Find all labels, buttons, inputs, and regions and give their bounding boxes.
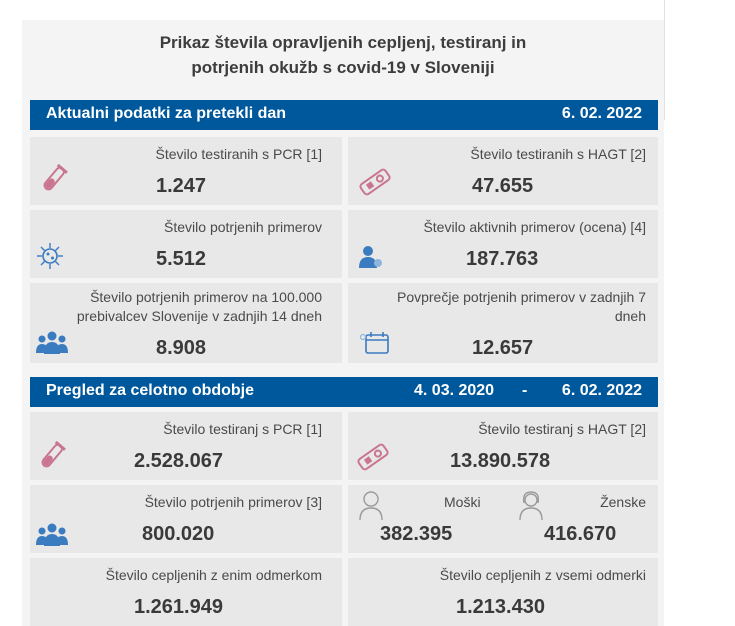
section-header-daily: Aktualni podatki za pretekli dan 6. 02. … xyxy=(30,100,658,130)
card-value: 5.512 xyxy=(156,248,207,270)
section-header-overall: Pregled za celotno obdobje 4. 03. 2020 -… xyxy=(30,377,658,407)
card-per100k-daily: Število potrjenih primerov na 100.000 pr… xyxy=(30,283,342,363)
card-label: Število aktivnih primerov (ocena) [4] xyxy=(423,219,646,235)
card-label-line2: prebivalcev Slovenije v zadnjih 14 dneh xyxy=(76,308,322,324)
card-label: Število potrjenih primerov [3] xyxy=(144,494,322,510)
section-date-from: 4. 03. 2020 xyxy=(414,382,495,399)
section-title: Aktualni podatki za pretekli dan xyxy=(46,105,287,122)
card-gender-total: Moški 382.395 Ženske 416.670 xyxy=(348,485,658,553)
male-label: Moški xyxy=(444,494,481,510)
female-icon xyxy=(519,491,543,521)
card-value: 8.908 xyxy=(156,337,207,359)
card-avg7-daily: Povprečje potrjenih primerov v zadnjih 7… xyxy=(348,283,658,363)
card-value: 47.655 xyxy=(472,175,534,197)
test-tube-icon xyxy=(43,163,68,191)
card-vaccinated-all-doses: Število cepljenih z vsemi odmerki 1.213.… xyxy=(348,558,658,626)
virus-icon xyxy=(37,243,63,269)
male-value: 382.395 xyxy=(380,523,453,545)
card-vaccinated-one-dose: Število cepljenih z enim odmerkom 1.261.… xyxy=(30,558,342,626)
page-title-line2: potrjenih okužb s covid-19 v Sloveniji xyxy=(191,58,495,77)
card-value: 1.247 xyxy=(156,175,207,197)
rapid-test-icon xyxy=(357,443,389,471)
people-group-icon xyxy=(36,523,68,546)
card-value: 1.261.949 xyxy=(134,596,223,618)
section-date-dash: - xyxy=(522,382,528,399)
card-value: 12.657 xyxy=(472,337,534,359)
card-label-line2: dneh xyxy=(614,308,646,324)
test-tube-icon xyxy=(41,440,66,468)
rapid-test-icon xyxy=(359,168,391,196)
card-value: 2.528.067 xyxy=(134,450,223,472)
card-label: Število testiranj s PCR [1] xyxy=(163,421,322,437)
female-label: Ženske xyxy=(600,494,646,510)
card-confirmed-total: Število potrjenih primerov [3] 800.020 xyxy=(30,485,342,553)
card-pcr-total: Število testiranj s PCR [1] 2.528.067 xyxy=(30,412,342,480)
card-label: Povprečje potrjenih primerov v zadnjih 7… xyxy=(397,288,646,326)
card-value: 187.763 xyxy=(466,248,539,270)
card-value: 1.213.430 xyxy=(456,596,545,618)
card-active-daily: Število aktivnih primerov (ocena) [4] 18… xyxy=(348,210,658,278)
card-label-line1: Povprečje potrjenih primerov v zadnjih 7 xyxy=(396,289,646,305)
card-label: Število potrjenih primerov na 100.000 pr… xyxy=(77,288,322,326)
card-label: Število testiranih s PCR [1] xyxy=(155,146,322,162)
card-hagt-daily: Število testiranih s HAGT [2] 47.655 xyxy=(348,137,658,205)
card-label: Število potrjenih primerov xyxy=(164,219,322,235)
section-date-to: 6. 02. 2022 xyxy=(561,382,642,399)
card-hagt-total: Število testiranj s HAGT [2] 13.890.578 xyxy=(348,412,658,480)
person-virus-icon xyxy=(359,246,382,268)
section-title: Pregled za celotno obdobje xyxy=(46,382,255,399)
card-value: 800.020 xyxy=(142,523,215,545)
card-label-line1: Število potrjenih primerov na 100.000 xyxy=(90,289,322,305)
card-label: Število cepljenih z enim odmerkom xyxy=(105,567,322,583)
people-group-icon xyxy=(36,331,68,354)
calendar-icon xyxy=(360,332,389,354)
male-icon xyxy=(359,491,383,521)
section-date: 6. 02. 2022 xyxy=(561,105,642,122)
card-confirmed-daily: Število potrjenih primerov 5.512 xyxy=(30,210,342,278)
card-pcr-daily: Število testiranih s PCR [1] 1.247 xyxy=(30,137,342,205)
card-label: Število testiranih s HAGT [2] xyxy=(470,146,646,162)
divider xyxy=(664,0,665,120)
card-label: Število testiranj s HAGT [2] xyxy=(478,421,646,437)
card-label: Število cepljenih z vsemi odmerki xyxy=(439,567,646,583)
page-title: Prikaz števila opravljenih cepljenj, tes… xyxy=(22,30,664,80)
card-value: 13.890.578 xyxy=(450,450,551,472)
page-title-line1: Prikaz števila opravljenih cepljenj, tes… xyxy=(159,33,527,52)
female-value: 416.670 xyxy=(544,523,617,545)
